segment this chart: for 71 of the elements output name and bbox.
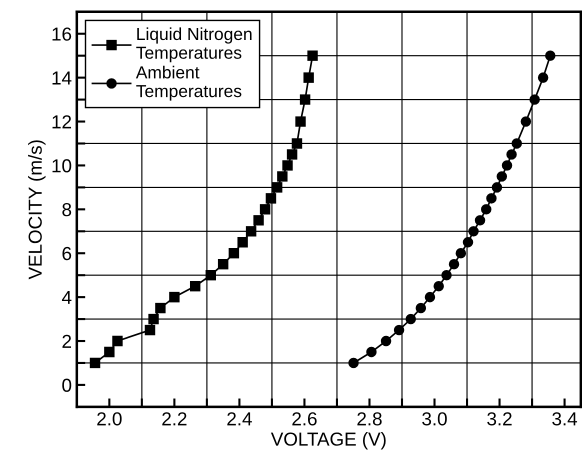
point <box>456 248 466 258</box>
point <box>502 160 512 171</box>
y-tick-label: 0 <box>62 378 72 392</box>
point <box>246 226 256 236</box>
y-axis-title: VELOCITY (m/s) <box>28 140 46 280</box>
point <box>295 116 306 127</box>
point <box>155 302 166 314</box>
point <box>462 237 474 248</box>
point <box>292 138 302 149</box>
y-tick-label: 10 <box>52 159 72 172</box>
point <box>434 280 444 292</box>
point <box>529 94 540 105</box>
point <box>266 193 276 204</box>
x-tick-label: 2.2 <box>162 412 186 426</box>
legend-label: Ambient Temperatures <box>136 66 242 101</box>
x-tick-label: 2.8 <box>357 412 382 426</box>
point <box>148 314 159 324</box>
point <box>237 237 248 248</box>
point <box>520 116 532 127</box>
x-tick-label: 2.4 <box>227 412 252 426</box>
point <box>474 215 486 226</box>
y-tick-label: 16 <box>52 27 72 41</box>
x-tick-label: 3.4 <box>552 412 578 426</box>
point <box>545 50 556 61</box>
y-tick-label: 2 <box>62 334 72 348</box>
point <box>486 193 497 204</box>
y-tick-label: 12 <box>52 115 72 128</box>
point <box>416 302 426 314</box>
point <box>90 358 100 368</box>
y-tick-label: 14 <box>52 72 72 84</box>
point <box>406 314 416 324</box>
point <box>272 182 282 193</box>
point <box>481 204 492 215</box>
point <box>260 204 270 215</box>
point <box>307 50 318 61</box>
point <box>253 215 264 226</box>
point <box>112 336 123 346</box>
point <box>512 138 522 149</box>
x-axis-title: VOLTAGE (V) <box>270 432 386 450</box>
x-tick-label: 3.0 <box>422 412 447 426</box>
point <box>218 258 228 270</box>
y-tick-label: 8 <box>62 203 72 216</box>
point <box>506 149 517 160</box>
point <box>380 336 392 346</box>
point <box>303 72 314 83</box>
point <box>206 270 216 280</box>
point <box>169 292 180 302</box>
point <box>424 292 436 302</box>
x-tick-label: 2.0 <box>97 412 122 426</box>
point <box>394 324 404 336</box>
point <box>441 270 452 280</box>
point <box>496 171 508 182</box>
point <box>277 171 288 182</box>
legend-label: Liquid Nitrogen Temperatures <box>136 27 252 62</box>
y-tick-label: 6 <box>62 246 72 260</box>
point <box>286 149 298 160</box>
point <box>228 248 240 258</box>
y-tick-label: 4 <box>62 291 72 304</box>
point <box>144 324 156 336</box>
point <box>538 72 548 83</box>
point <box>448 258 460 270</box>
point <box>348 358 359 368</box>
point <box>104 346 115 358</box>
point <box>282 160 293 171</box>
point <box>190 280 200 292</box>
point <box>468 226 479 236</box>
x-tick-label: 3.2 <box>487 412 512 426</box>
point <box>492 182 502 193</box>
point <box>366 346 377 358</box>
x-tick-label: 2.6 <box>292 412 317 426</box>
point <box>300 94 310 105</box>
